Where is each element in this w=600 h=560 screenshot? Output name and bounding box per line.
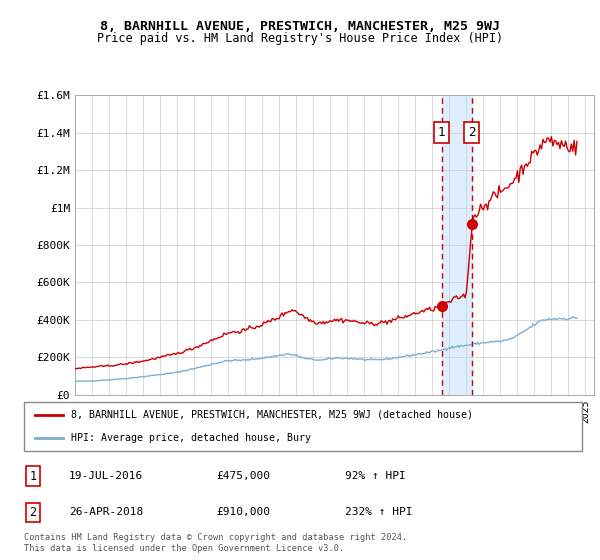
Text: Price paid vs. HM Land Registry's House Price Index (HPI): Price paid vs. HM Land Registry's House … xyxy=(97,32,503,45)
Text: 2: 2 xyxy=(468,126,476,139)
FancyBboxPatch shape xyxy=(24,402,582,451)
Text: 1: 1 xyxy=(438,126,445,139)
Text: £475,000: £475,000 xyxy=(216,471,270,481)
Text: Contains HM Land Registry data © Crown copyright and database right 2024.
This d: Contains HM Land Registry data © Crown c… xyxy=(24,533,407,553)
Text: 19-JUL-2016: 19-JUL-2016 xyxy=(69,471,143,481)
Text: HPI: Average price, detached house, Bury: HPI: Average price, detached house, Bury xyxy=(71,433,311,444)
Text: 2: 2 xyxy=(29,506,37,519)
Text: 26-APR-2018: 26-APR-2018 xyxy=(69,507,143,517)
Text: £910,000: £910,000 xyxy=(216,507,270,517)
Text: 92% ↑ HPI: 92% ↑ HPI xyxy=(345,471,406,481)
Text: 1: 1 xyxy=(29,469,37,483)
Text: 8, BARNHILL AVENUE, PRESTWICH, MANCHESTER, M25 9WJ (detached house): 8, BARNHILL AVENUE, PRESTWICH, MANCHESTE… xyxy=(71,410,473,420)
Bar xyxy=(442,95,472,395)
Text: 8, BARNHILL AVENUE, PRESTWICH, MANCHESTER, M25 9WJ: 8, BARNHILL AVENUE, PRESTWICH, MANCHESTE… xyxy=(100,20,500,32)
Text: 232% ↑ HPI: 232% ↑ HPI xyxy=(345,507,413,517)
